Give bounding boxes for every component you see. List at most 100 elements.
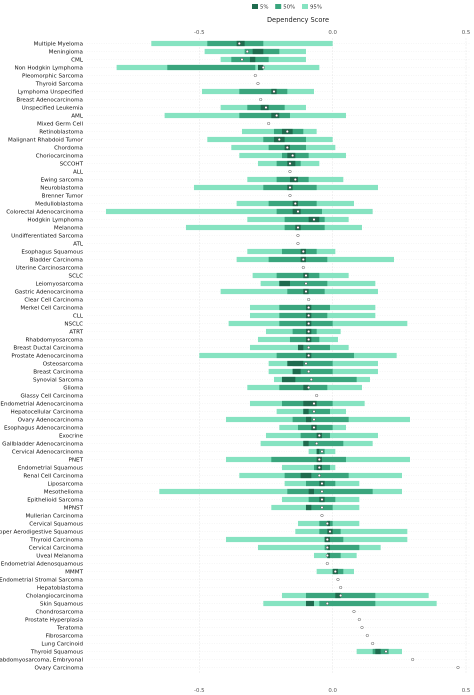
median-marker [237, 42, 241, 46]
row [87, 408, 470, 415]
band-5 [303, 400, 317, 407]
band-5 [257, 64, 264, 71]
x-tick-label-bottom: 0.5 [462, 688, 471, 694]
row [87, 352, 470, 359]
row [87, 81, 470, 85]
category-label: Colorectal Adenocarcinoma [6, 210, 83, 216]
category-label: MPNST [64, 506, 84, 512]
category-label: Glassy Cell Carcinoma [21, 394, 83, 400]
median-marker [288, 185, 292, 189]
category-label: Meningioma [49, 50, 83, 56]
category-label: Rhabdomyosarcoma [26, 338, 83, 344]
category-label: Prostate Adenocarcinoma [11, 354, 83, 360]
grid [199, 38, 467, 673]
category-label: Breast Adenocarcinoma [16, 98, 83, 104]
row [87, 241, 470, 245]
band-95 [257, 544, 381, 551]
band-50 [292, 360, 333, 367]
legend-swatch-50% [275, 4, 282, 9]
median-marker [304, 274, 308, 278]
band-50 [276, 272, 320, 279]
category-label: Brenner Tumor [42, 194, 84, 200]
band-50 [303, 440, 344, 447]
category-label: Endometrial Adenocarcinoma [0, 402, 83, 408]
category-label: Rhabdomyosarcoma, Embryonal [0, 658, 83, 664]
median-marker [320, 514, 324, 518]
row [87, 448, 470, 455]
row [87, 200, 470, 207]
row [87, 456, 470, 463]
row [87, 578, 470, 582]
median-marker [301, 258, 305, 262]
median-marker [328, 530, 332, 534]
category-label: Upper Aerodigestive Squamous [0, 530, 83, 536]
band-50 [319, 600, 376, 607]
category-label: Non Hodgkin Lymphoma [14, 66, 83, 72]
row [87, 480, 470, 487]
row [87, 328, 470, 335]
row [87, 488, 470, 495]
category-label: Esophagus Squamous [21, 250, 83, 256]
median-marker [296, 225, 300, 229]
band-50 [292, 328, 317, 335]
median-marker [357, 618, 361, 622]
row [87, 256, 470, 263]
median-marker [317, 434, 321, 438]
band-50 [268, 256, 328, 263]
row [87, 64, 470, 71]
category-label: Unspecified Leukemia [22, 106, 83, 112]
median-marker [360, 626, 364, 630]
row [87, 73, 470, 77]
category-label: Uterine Carcinosarcoma [16, 266, 83, 272]
median-marker [296, 241, 300, 245]
row [87, 514, 470, 518]
category-label: Undifferentiated Sarcoma [11, 234, 83, 240]
category-label: Hepatocellular Carcinoma [11, 410, 83, 416]
category-label: Mixed Germ Cell [37, 122, 83, 128]
band-95 [105, 208, 373, 215]
category-label: AML [71, 114, 84, 120]
category-label: Choriocarcinoma [36, 154, 83, 160]
median-marker [325, 538, 329, 542]
category-label: Endometrial Adenosquamous [1, 562, 83, 568]
category-label: Breast Carcinoma [33, 370, 83, 376]
band-50 [231, 56, 269, 63]
median-marker [264, 105, 268, 109]
median-marker [285, 129, 289, 133]
band-5 [279, 280, 290, 287]
band-5 [375, 648, 381, 655]
category-label: Cervical Carcinoma [29, 546, 83, 552]
row [87, 600, 470, 607]
x-tick-label-top: 0.0 [328, 30, 337, 36]
band-95 [185, 224, 362, 231]
row [87, 440, 470, 447]
median-marker [288, 193, 292, 197]
median-marker [339, 586, 343, 590]
row [87, 320, 470, 327]
row [87, 288, 470, 295]
median-marker [267, 121, 271, 125]
median-marker [315, 394, 319, 398]
median-marker [301, 249, 305, 253]
row [87, 298, 470, 302]
category-label: Leiomyosarcoma [35, 282, 83, 288]
band-5 [305, 600, 314, 607]
category-label: Glioma [63, 386, 83, 392]
category-label: Osteosarcoma [43, 362, 83, 368]
category-label: Mullerian Carcinoma [25, 514, 83, 520]
median-marker [259, 97, 263, 101]
row [87, 400, 470, 407]
category-label: Lung Carcinoid [41, 642, 83, 648]
band-50 [324, 536, 344, 543]
row [87, 562, 470, 566]
row [87, 233, 470, 237]
row [87, 169, 470, 173]
band-50 [279, 280, 328, 287]
median-marker [336, 578, 340, 582]
median-marker [333, 570, 337, 574]
legend-label: 50% [283, 5, 295, 11]
row [87, 528, 470, 535]
median-marker [320, 482, 324, 486]
median-marker [301, 266, 305, 270]
band-50 [239, 88, 288, 95]
